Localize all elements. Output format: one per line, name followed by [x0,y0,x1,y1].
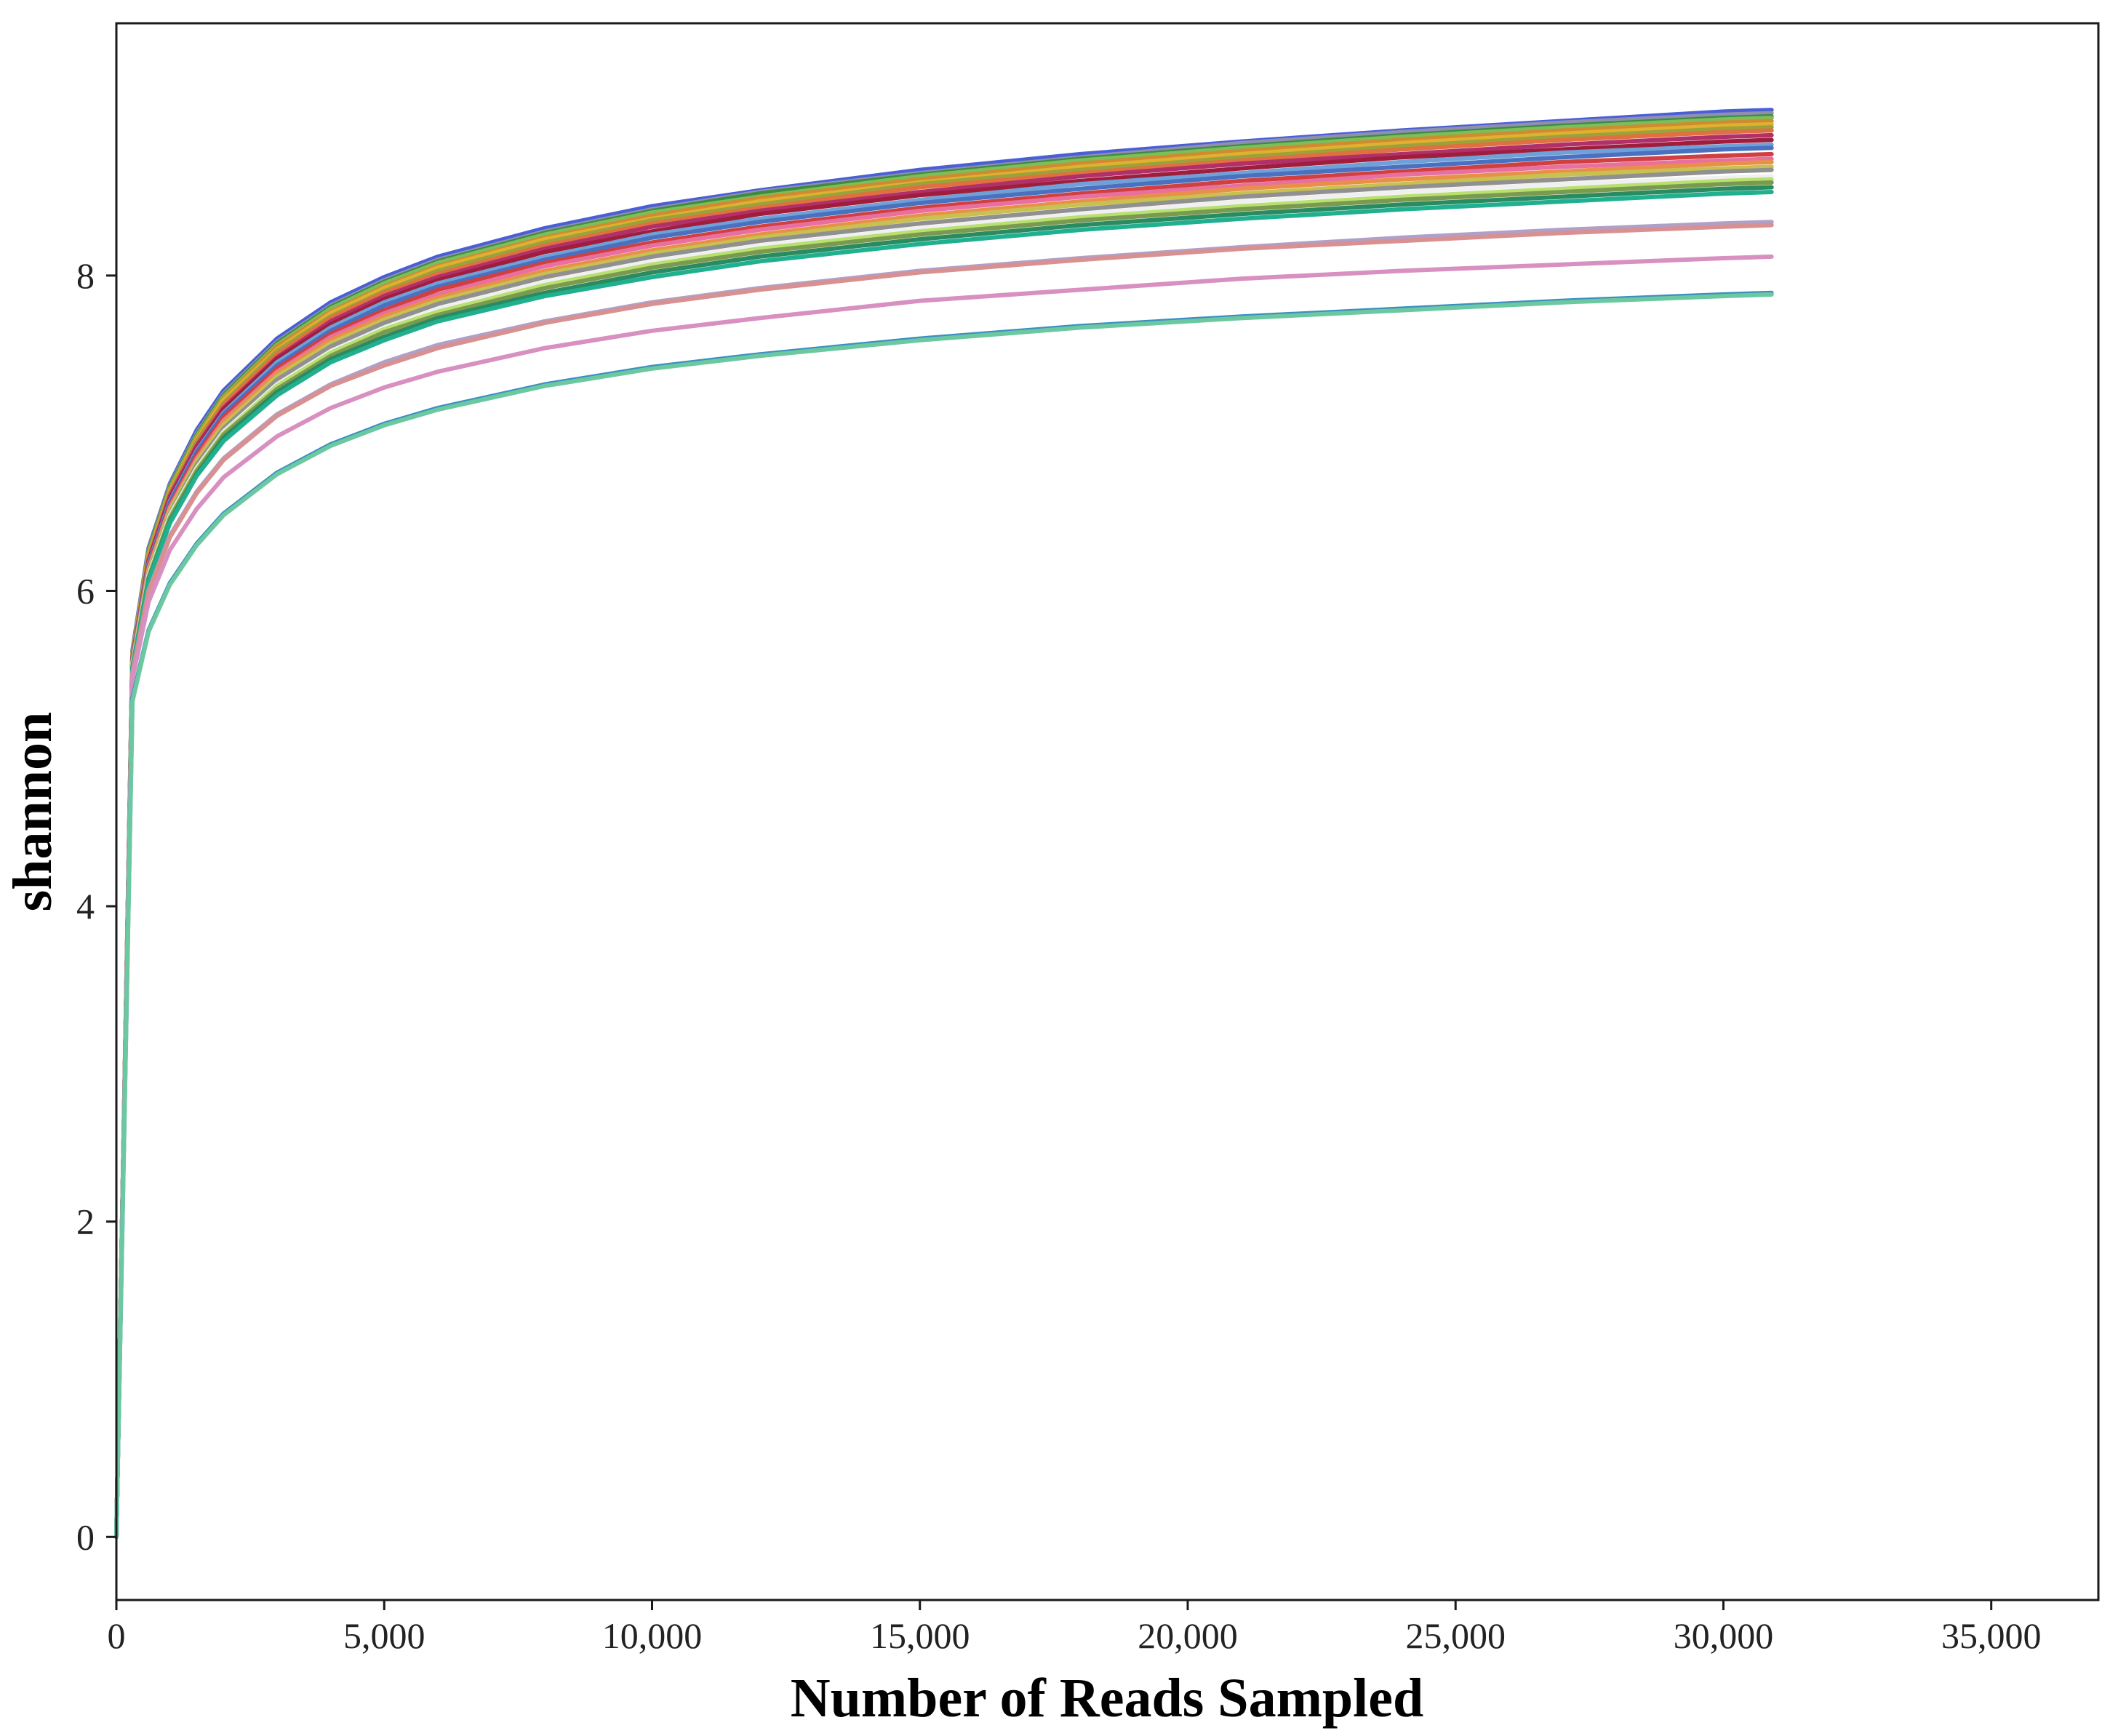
x-tick-label: 25,000 [1405,1615,1506,1656]
x-tick-label: 0 [108,1615,126,1656]
series-line-24 [114,223,1774,1540]
x-tick-label: 30,000 [1674,1615,1774,1656]
y-tick-label: 6 [76,570,95,611]
series-line-22 [114,190,1774,1540]
x-tick-label: 15,000 [870,1615,970,1656]
x-tick-label: 35,000 [1941,1615,2042,1656]
x-tick-label: 10,000 [602,1615,703,1656]
y-tick-label: 4 [76,886,95,927]
y-axis-title: shannon [2,712,63,912]
series-line-25 [114,254,1774,1540]
series-layer [114,108,1774,1540]
y-tick-label: 8 [76,255,95,296]
plot-frame [115,22,2100,1601]
x-axis-title: Number of Reads Sampled [791,1668,1424,1729]
series-line-27 [114,292,1774,1540]
y-tick-label: 2 [76,1201,95,1242]
y-axis: 0 2 4 6 8 [76,255,116,1557]
x-axis: 0 5,000 10,000 15,000 20,000 25,000 30,000 35,0… [108,1600,2042,1656]
x-tick-label: 20,000 [1138,1615,1238,1656]
y-tick-label: 0 [76,1516,95,1557]
x-tick-label: 5,000 [343,1615,425,1656]
